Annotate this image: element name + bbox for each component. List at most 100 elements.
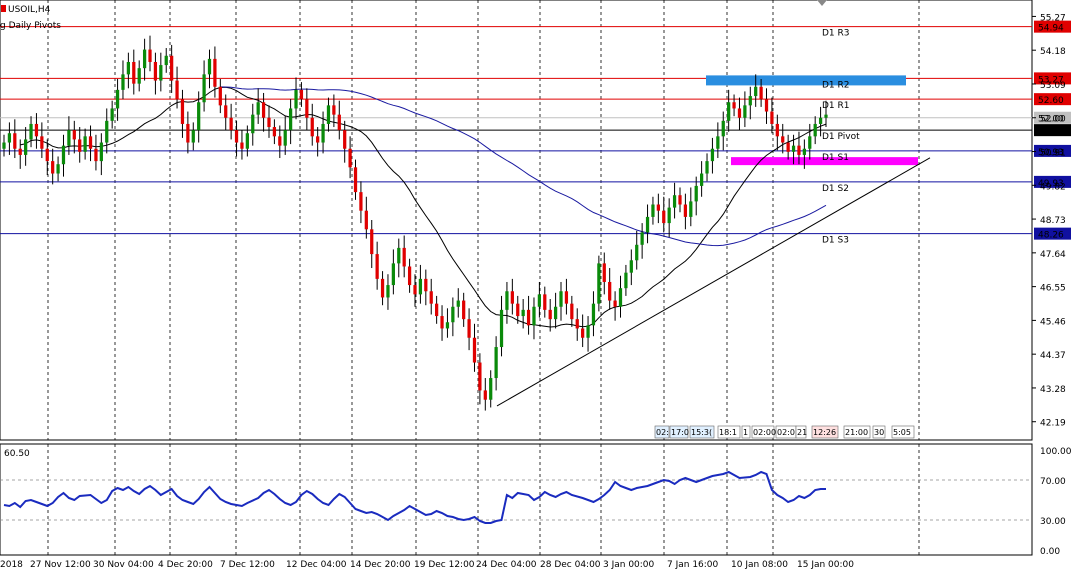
candle-body <box>445 322 450 329</box>
pivot-price-text: 52.60 <box>1038 96 1064 106</box>
candle-body <box>764 99 769 112</box>
candle-body <box>256 102 260 115</box>
pivot-price-text: 49.93 <box>1038 179 1064 189</box>
pivot-label: D1 R2 <box>822 80 850 90</box>
trendline[interactable] <box>496 157 931 407</box>
candle-body <box>240 142 244 149</box>
chart-symbol: USOIL,H4 <box>8 5 51 15</box>
price-tick-label: 44.37 <box>1040 351 1066 361</box>
timebar-label: 02: <box>656 428 669 437</box>
candle-body <box>602 263 606 282</box>
candle-body <box>689 201 693 217</box>
candle-body <box>407 266 412 286</box>
candle-body <box>754 86 758 97</box>
candle-body <box>142 49 147 69</box>
time-tick-label: 10 Jan 08:00 <box>731 560 788 570</box>
price-tick-label: 42.19 <box>1040 419 1066 429</box>
candle-body <box>137 68 141 84</box>
candle-body <box>234 130 239 143</box>
candle-body <box>261 102 266 118</box>
time-tick-label: 2018 <box>0 560 23 570</box>
candle-body <box>553 306 558 320</box>
scroll-marker-icon[interactable] <box>817 0 827 6</box>
candle-body <box>624 272 628 289</box>
pivot-price-tag <box>1034 124 1071 137</box>
time-tick-label: 24 Dec 04:00 <box>476 560 537 570</box>
candle-body <box>694 185 698 202</box>
timebar-labels: 02: 17:0 15:3(18:1 1 02:00 02:0 21 12:26 21:00 30… <box>654 425 915 439</box>
time-tick-label: 7 Jan 16:00 <box>667 560 719 570</box>
timebar-box <box>872 425 886 439</box>
candle-body <box>813 123 817 137</box>
candle-body <box>462 300 466 320</box>
price-tick-label: 46.55 <box>1040 284 1066 294</box>
candle-body <box>672 195 677 208</box>
candle-body <box>267 117 271 128</box>
candle-body <box>380 278 385 298</box>
rsi-panel: 100.00 70.00 30.00 0.00 <box>0 447 1071 557</box>
candle-body <box>483 390 487 400</box>
timebar-box <box>717 425 741 439</box>
candle-body <box>278 136 282 146</box>
ma-fast-line <box>20 86 827 328</box>
candle-body <box>559 291 563 307</box>
candle-body <box>581 328 585 338</box>
candle-body <box>51 161 55 174</box>
candle-body <box>710 148 715 162</box>
ma-slow-line <box>220 86 827 247</box>
candle-body <box>288 108 293 131</box>
candle-body <box>505 291 509 310</box>
candle-body <box>683 204 688 217</box>
candle-body <box>78 139 82 152</box>
candle-body <box>159 65 163 81</box>
candle-body <box>618 288 623 307</box>
candle-body <box>770 111 774 124</box>
candle-body <box>40 136 44 149</box>
price-tick-label: 45.46 <box>1040 317 1066 327</box>
pivot-price-text: 54.94 <box>1038 24 1064 34</box>
pivot-label: D1 S1 <box>822 153 849 163</box>
candle-body <box>2 142 6 149</box>
candle-body <box>13 133 17 149</box>
candle-body <box>61 145 66 165</box>
candle-body <box>326 105 331 124</box>
candle-body <box>575 319 579 329</box>
candle-body <box>213 58 217 87</box>
pivot-label: D1 S2 <box>822 184 849 194</box>
candle-body <box>375 254 379 279</box>
candle-body <box>597 263 601 304</box>
candle-body <box>656 204 660 211</box>
time-tick-label: 14 Dec 20:00 <box>350 560 411 570</box>
candle-body <box>564 291 569 304</box>
candle-body <box>29 123 33 140</box>
candle-body <box>802 148 806 155</box>
timebar-label: 02:0 <box>777 428 795 437</box>
candles <box>2 35 828 411</box>
candle-body <box>24 139 28 155</box>
indicator-name: g Daily Pivots <box>0 21 61 31</box>
candle-body <box>45 148 49 162</box>
timebar-box <box>669 425 689 439</box>
time-tick-label: 28 Dec 04:00 <box>540 560 601 570</box>
candle-body <box>451 306 455 323</box>
candle-body <box>489 378 493 400</box>
current-price-tag <box>1034 111 1071 124</box>
candle-body <box>386 285 390 298</box>
pivot-price-tag <box>1034 175 1071 188</box>
rsi-tick-label: 100.00 <box>1040 447 1071 457</box>
candle-body <box>337 114 341 131</box>
candle-body <box>110 108 114 121</box>
moving-averages <box>20 86 827 328</box>
price-tick-label: 55.27 <box>1040 13 1066 23</box>
candle-body <box>456 300 460 307</box>
pivot-price-tag <box>1034 144 1071 157</box>
candle-body <box>148 49 152 62</box>
timebar-label: 21:00 <box>845 428 868 437</box>
price-tick-label: 50.91 <box>1040 149 1066 159</box>
candle-body <box>472 337 477 363</box>
candle-body <box>391 263 395 286</box>
price-tick-label: 49.82 <box>1040 182 1066 192</box>
time-tick-label: 30 Nov 04:00 <box>93 560 154 570</box>
candle-body <box>532 306 536 326</box>
